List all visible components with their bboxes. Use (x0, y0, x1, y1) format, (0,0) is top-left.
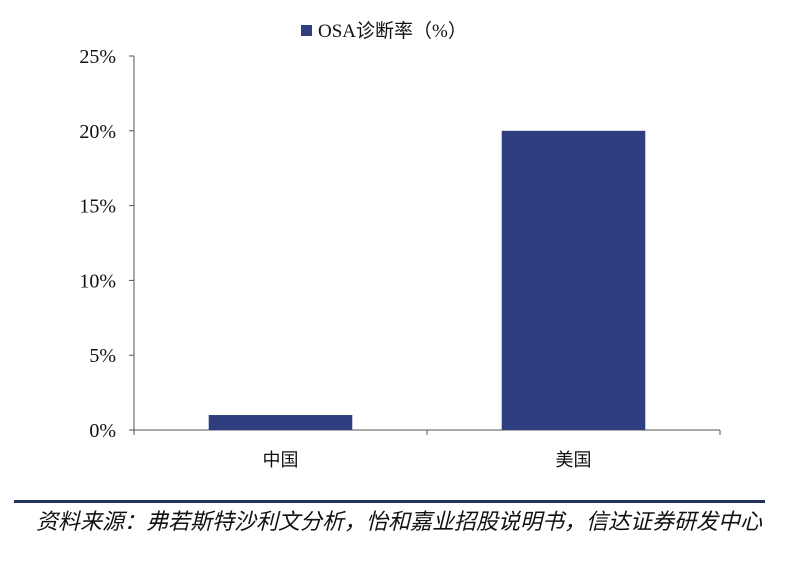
legend-label: OSA诊断率（%） (318, 20, 467, 42)
bar (208, 415, 353, 430)
bar-chart: 0% 5% 10% 15% 20% 25% 中国 美国 OSA诊断率（%） (79, 20, 721, 470)
source-divider (14, 500, 765, 503)
y-tick-label: 20% (79, 121, 116, 143)
y-tick-label: 0% (89, 420, 116, 442)
legend-swatch (301, 25, 312, 36)
x-category-label: 中国 (263, 450, 299, 470)
y-tick-label: 25% (79, 46, 116, 68)
y-tick-label: 15% (79, 196, 116, 218)
y-tick-label: 5% (89, 345, 116, 367)
x-category-label: 美国 (556, 450, 592, 470)
bar (501, 130, 646, 431)
y-tick-label: 10% (79, 270, 116, 292)
chart-canvas: 0% 5% 10% 15% 20% 25% 中国 美国 OSA诊断率（%） (79, 20, 721, 470)
source-note: 资料来源：弗若斯特沙利文分析，怡和嘉业招股说明书，信达证券研发中心 (36, 509, 763, 534)
